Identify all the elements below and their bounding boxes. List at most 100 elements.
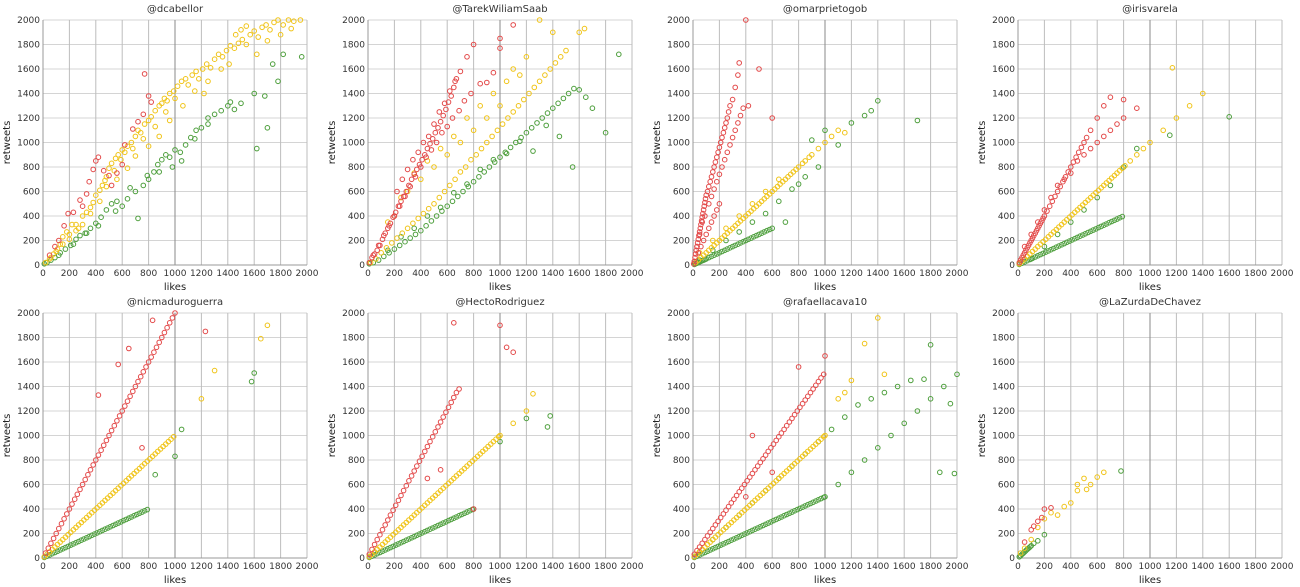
data-point-red xyxy=(122,142,128,148)
data-point-yellow xyxy=(1021,545,1028,551)
data-point-yellow xyxy=(1200,90,1206,97)
data-point-yellow xyxy=(457,169,464,175)
data-point-red xyxy=(132,383,139,390)
data-point-red xyxy=(813,382,819,389)
data-point-yellow xyxy=(164,98,170,104)
y-tick-label: 800 xyxy=(23,456,40,466)
data-point-red xyxy=(477,80,483,87)
data-point-red xyxy=(108,182,115,189)
data-point-red xyxy=(416,458,423,464)
data-point-yellow xyxy=(762,188,769,195)
data-point-red xyxy=(711,164,717,170)
data-point-red xyxy=(711,213,717,219)
y-tick-label: 2000 xyxy=(342,309,365,319)
data-point-green xyxy=(761,229,768,235)
data-point-red xyxy=(398,198,404,205)
data-point-green xyxy=(432,524,439,530)
data-point-red xyxy=(1048,505,1054,511)
data-point-green xyxy=(523,415,530,422)
data-point-red xyxy=(789,415,795,422)
data-point-green xyxy=(408,535,415,541)
data-point-green xyxy=(565,90,572,97)
data-point-yellow xyxy=(232,31,239,38)
data-point-red xyxy=(418,164,424,170)
data-point-red xyxy=(749,470,756,477)
data-point-green xyxy=(375,257,382,263)
y-tick-label: 800 xyxy=(348,163,365,173)
data-point-yellow xyxy=(1140,145,1147,152)
data-point-yellow xyxy=(193,68,199,75)
data-point-red xyxy=(776,433,782,440)
data-point-red xyxy=(1094,139,1100,146)
data-point-red xyxy=(437,467,444,473)
data-point-green xyxy=(1108,218,1115,225)
data-point-yellow xyxy=(1074,481,1081,488)
data-point-green xyxy=(119,203,125,209)
data-point-yellow xyxy=(441,188,448,195)
data-point-red xyxy=(42,550,49,556)
data-point-red xyxy=(731,496,737,502)
data-point-yellow xyxy=(815,145,822,152)
y-tick-label: 2000 xyxy=(17,16,40,26)
panel-title: @TarekWiliamSaab xyxy=(452,4,547,15)
data-point-red xyxy=(374,247,381,254)
data-point-green xyxy=(41,261,48,267)
data-point-green xyxy=(385,546,391,552)
data-point-red xyxy=(735,72,741,78)
data-point-green xyxy=(1116,215,1123,221)
data-point-red xyxy=(130,126,136,132)
data-point-green xyxy=(534,120,540,126)
data-point-red xyxy=(441,100,448,107)
data-point-yellow xyxy=(477,103,483,109)
data-point-yellow xyxy=(271,19,277,26)
data-point-yellow xyxy=(383,245,390,251)
data-point-green xyxy=(1042,249,1049,255)
data-point-red xyxy=(797,404,803,411)
data-point-red xyxy=(427,438,433,445)
data-point-yellow xyxy=(285,17,292,23)
data-point-green xyxy=(486,164,493,170)
data-point-green xyxy=(81,536,87,542)
data-point-green xyxy=(87,225,94,232)
data-point-red xyxy=(704,188,711,195)
data-point-green xyxy=(914,408,921,414)
data-point-red xyxy=(419,156,425,163)
data-point-yellow xyxy=(201,90,207,97)
data-point-green xyxy=(377,549,383,556)
data-point-red xyxy=(370,252,377,258)
points-layer xyxy=(690,17,921,268)
x-tick-label: 1400 xyxy=(866,269,889,279)
x-tick-label: 1200 xyxy=(190,269,213,279)
data-point-red xyxy=(822,353,828,359)
data-point-red xyxy=(698,243,704,250)
data-point-red xyxy=(728,500,735,506)
data-point-green xyxy=(523,129,530,136)
scatter-panel: @LaZurdaDeChavez020040060080010001200140… xyxy=(977,297,1294,586)
data-point-yellow xyxy=(431,201,437,207)
data-point-yellow xyxy=(723,225,729,232)
data-point-red xyxy=(381,232,387,239)
data-point-red xyxy=(139,445,145,451)
data-point-green xyxy=(451,189,457,196)
data-point-yellow xyxy=(218,66,224,72)
x-axis-label: likes xyxy=(814,282,836,293)
data-point-red xyxy=(732,84,738,91)
data-point-red xyxy=(702,213,708,219)
data-point-green xyxy=(815,497,822,503)
x-tick-label: 0 xyxy=(365,562,371,572)
data-point-red xyxy=(694,240,701,246)
data-point-green xyxy=(136,510,143,517)
data-point-yellow xyxy=(452,176,458,183)
y-tick-label: 800 xyxy=(673,163,690,173)
data-point-green xyxy=(156,169,162,175)
data-point-yellow xyxy=(451,133,457,140)
data-point-red xyxy=(692,254,698,261)
data-point-yellow xyxy=(211,367,218,374)
y-tick-label: 800 xyxy=(23,163,40,173)
data-point-red xyxy=(716,201,723,207)
x-tick-label: 1000 xyxy=(489,269,512,279)
data-point-green xyxy=(530,148,536,154)
x-tick-label: 1800 xyxy=(594,562,617,572)
data-point-red xyxy=(1061,176,1067,183)
data-point-yellow xyxy=(1048,509,1054,516)
